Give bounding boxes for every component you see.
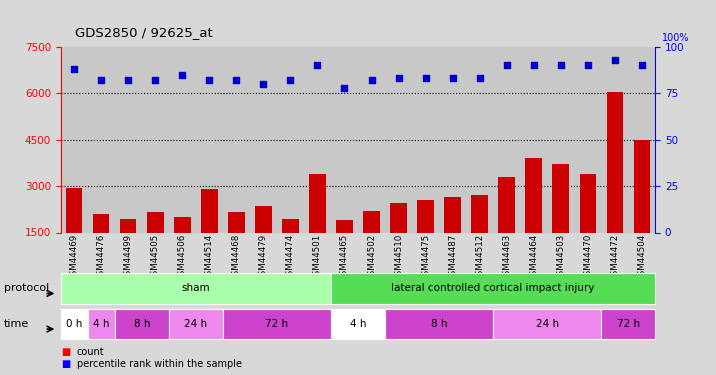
Text: 24 h: 24 h	[536, 319, 558, 329]
Text: 100%: 100%	[662, 33, 690, 43]
Point	[177, 72, 188, 78]
Point	[420, 75, 431, 81]
Text: sham: sham	[182, 284, 211, 293]
Point	[582, 62, 594, 68]
Bar	[256, 206, 271, 279]
Point	[150, 77, 161, 83]
Point	[636, 62, 647, 68]
Point	[122, 77, 134, 83]
Text: protocol: protocol	[4, 284, 49, 293]
Bar	[309, 174, 326, 279]
Point	[231, 77, 242, 83]
Point	[96, 77, 107, 83]
Bar	[174, 217, 190, 279]
Text: lateral controlled cortical impact injury: lateral controlled cortical impact injur…	[392, 284, 595, 293]
Text: 4 h: 4 h	[93, 319, 110, 329]
Point	[393, 75, 405, 81]
Point	[447, 75, 458, 81]
Point	[285, 77, 296, 83]
Bar	[67, 188, 82, 279]
Text: 4 h: 4 h	[349, 319, 367, 329]
Text: 8 h: 8 h	[431, 319, 448, 329]
Point	[501, 62, 513, 68]
Bar	[634, 140, 649, 279]
Text: GDS2850 / 92625_at: GDS2850 / 92625_at	[75, 26, 213, 39]
Text: count: count	[77, 347, 105, 357]
Bar	[282, 219, 299, 279]
Point	[555, 62, 566, 68]
Bar	[579, 174, 596, 279]
Bar	[364, 211, 379, 279]
Bar	[337, 220, 352, 279]
Bar	[390, 203, 407, 279]
Bar	[606, 92, 623, 279]
Text: 8 h: 8 h	[134, 319, 150, 329]
Point	[339, 85, 350, 91]
Bar	[498, 177, 515, 279]
Point	[528, 62, 539, 68]
Text: ■: ■	[61, 347, 70, 357]
Bar	[526, 158, 542, 279]
Point	[204, 77, 216, 83]
Point	[258, 81, 269, 87]
Point	[609, 57, 620, 63]
Bar	[417, 200, 434, 279]
Text: 24 h: 24 h	[184, 319, 208, 329]
Bar	[147, 212, 163, 279]
Point	[474, 75, 485, 81]
Bar	[228, 212, 245, 279]
Bar	[445, 197, 460, 279]
Point	[311, 62, 323, 68]
Bar	[553, 164, 569, 279]
Bar	[471, 195, 488, 279]
Text: time: time	[4, 319, 29, 329]
Text: 72 h: 72 h	[266, 319, 289, 329]
Text: 72 h: 72 h	[616, 319, 639, 329]
Bar	[93, 214, 110, 279]
Point	[366, 77, 377, 83]
Text: percentile rank within the sample: percentile rank within the sample	[77, 359, 241, 369]
Point	[69, 66, 80, 72]
Text: ■: ■	[61, 359, 70, 369]
Text: 0 h: 0 h	[66, 319, 82, 329]
Bar	[120, 219, 137, 279]
Bar	[201, 189, 218, 279]
